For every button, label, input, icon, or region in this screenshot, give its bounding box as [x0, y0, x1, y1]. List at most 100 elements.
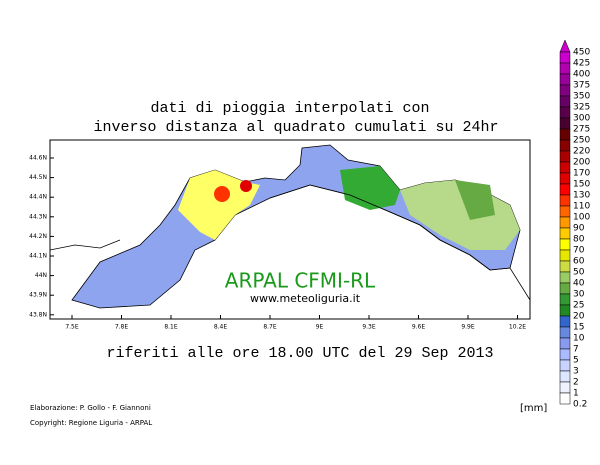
- colorbar-swatch: [559, 128, 571, 141]
- colorbar-swatch: [559, 84, 571, 97]
- colorbar-label: 5: [573, 356, 579, 366]
- coastline: [269, 184, 531, 301]
- colorbar-swatch: [559, 62, 571, 75]
- colorbar-swatch: [559, 381, 571, 394]
- colorbar-swatch: [559, 249, 571, 262]
- lon-label: 7.8E: [115, 324, 129, 331]
- colorbar-swatch: [559, 293, 571, 306]
- lat-label: 44.1N: [29, 253, 47, 260]
- colorbar-label: 3: [573, 367, 579, 377]
- colorbar-swatch: [559, 161, 571, 174]
- credit: Copyright: Regione Liguria - ARPAL: [30, 419, 152, 427]
- watermark: ARPAL CFMI-RL: [225, 269, 376, 293]
- colorbar-swatch: [559, 304, 571, 317]
- colorbar-swatch: [559, 150, 571, 163]
- website: www.meteoliguria.it: [250, 292, 361, 305]
- credit: Elaborazione: P. Gollo - F. Giannoni: [30, 404, 151, 412]
- title-line: dati di pioggia interpolati con: [150, 100, 429, 117]
- rain-peak: [214, 186, 230, 202]
- colorbar-swatch: [559, 392, 571, 405]
- colorbar-label: 2: [573, 378, 579, 388]
- colorbar-label: 7: [573, 345, 579, 355]
- lat-label: 43.8N: [29, 311, 47, 318]
- colorbar-label: 200: [573, 158, 590, 168]
- colorbar-label: 400: [573, 70, 590, 80]
- lat-label: 44.5N: [29, 174, 47, 181]
- colorbar-label: 275: [573, 125, 590, 135]
- colorbar-swatch: [559, 95, 571, 108]
- rain-area: [178, 170, 260, 240]
- colorbar-label: 170: [573, 169, 590, 179]
- colorbar-label: 40: [573, 279, 585, 289]
- colorbar-label: 0.2: [573, 400, 587, 410]
- colorbar-swatch: [559, 238, 571, 251]
- lat-label: 44.3N: [29, 213, 47, 220]
- colorbar-swatch: [559, 370, 571, 383]
- colorbar-swatch: [559, 359, 571, 372]
- colorbar-swatch: [559, 216, 571, 229]
- colorbar-label: 30: [573, 290, 585, 300]
- colorbar-label: 150: [573, 180, 590, 190]
- lon-label: 9.6E: [412, 324, 426, 331]
- lon-label: 8.1E: [164, 324, 178, 331]
- lat-label: 44.2N: [29, 233, 47, 240]
- colorbar-label: 375: [573, 81, 590, 91]
- colorbar-swatch: [559, 51, 571, 64]
- colorbar-label: 60: [573, 257, 585, 267]
- colorbar-label: 80: [573, 235, 585, 245]
- rain-area: [455, 180, 495, 220]
- colorbar-swatch: [559, 73, 571, 86]
- colorbar-label: 110: [573, 202, 590, 212]
- colorbar-unit: [mm]: [520, 403, 547, 414]
- lat-label: 43.9N: [29, 292, 47, 299]
- caption: riferiti alle ore 18.00 UTC del 29 Sep 2…: [106, 345, 493, 362]
- lat-label: 44.4N: [29, 194, 47, 201]
- title-line: inverso distanza al quadrato cumulati su…: [93, 119, 498, 136]
- colorbar-swatch: [559, 271, 571, 284]
- colorbar-swatch: [559, 139, 571, 152]
- colorbar-label: 425: [573, 59, 590, 69]
- lat-label: 44.6N: [29, 155, 47, 162]
- colorbar-swatch: [559, 326, 571, 339]
- rain-peak: [240, 180, 252, 192]
- colorbar-swatch: [559, 227, 571, 240]
- colorbar-swatch: [559, 183, 571, 196]
- lon-label: 9E: [316, 324, 324, 331]
- colorbar-swatch: [559, 282, 571, 295]
- colorbar-label: 350: [573, 92, 590, 102]
- colorbar-label: 1: [573, 389, 579, 399]
- colorbar-label: 20: [573, 312, 585, 322]
- colorbar-swatch: [559, 106, 571, 119]
- lon-label: 9.9E: [461, 324, 475, 331]
- colorbar-label: 450: [573, 48, 590, 58]
- colorbar-label: 10: [573, 334, 585, 344]
- rain-area: [340, 166, 400, 210]
- colorbar-swatch: [559, 260, 571, 273]
- colorbar-swatch: [559, 205, 571, 218]
- colorbar-label: 25: [573, 301, 584, 311]
- colorbar-swatch: [559, 194, 571, 207]
- lon-label: 8.7E: [263, 324, 277, 331]
- colorbar-swatch: [559, 117, 571, 130]
- colorbar-label: 90: [573, 224, 585, 234]
- colorbar-label: 130: [573, 191, 590, 201]
- colorbar-label: 300: [573, 114, 590, 124]
- colorbar-label: 220: [573, 147, 590, 157]
- colorbar-swatch: [559, 337, 571, 350]
- colorbar-label: 325: [573, 103, 590, 113]
- colorbar-label: 50: [573, 268, 585, 278]
- colorbar-label: 250: [573, 136, 590, 146]
- lat-label: 44N: [35, 272, 47, 279]
- colorbar-swatch: [559, 315, 571, 328]
- lon-label: 9.3E: [362, 324, 376, 331]
- colorbar-label: 70: [573, 246, 585, 256]
- border: [49, 239, 121, 251]
- colorbar-label: 15: [573, 323, 584, 333]
- colorbar-swatch: [559, 348, 571, 361]
- lon-label: 8.4E: [214, 324, 228, 331]
- colorbar-label: 100: [573, 213, 590, 223]
- map: ARPAL CFMI-RL www.meteoliguria.it: [49, 139, 531, 320]
- lon-label: 10.2E: [509, 324, 526, 331]
- colorbar-swatch: [559, 172, 571, 185]
